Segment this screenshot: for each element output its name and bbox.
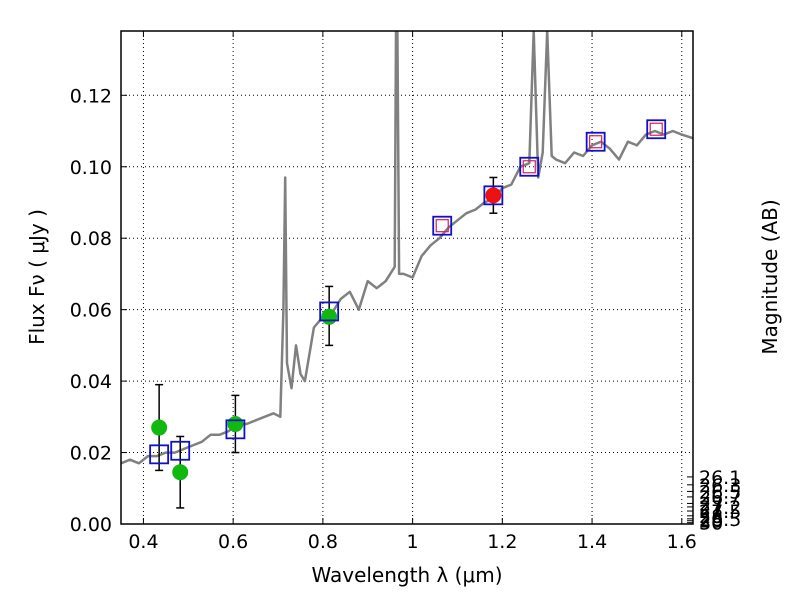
model-point <box>519 156 540 177</box>
plot-frame <box>120 30 694 525</box>
x-tick-label: 1 <box>407 531 419 553</box>
x-tick-label: 0.4 <box>128 531 158 553</box>
grid-lines <box>121 31 693 525</box>
x-axis-ticks: 0.4 0.6 0.8 1 1.2 1.4 1.6 <box>128 31 697 553</box>
y-tick-label: 0.06 <box>70 300 112 322</box>
observed-point <box>172 464 189 481</box>
observed-points <box>151 187 502 481</box>
model-point <box>432 215 453 236</box>
magnitude-tick-label: 29 <box>699 511 723 533</box>
y-tick-label: 0.12 <box>70 85 112 107</box>
model-point <box>319 301 340 322</box>
y-tick-label: 0.10 <box>70 157 112 179</box>
magnitude-tick-label: 27 <box>699 493 723 515</box>
y-axis-label: Flux Fν ( μJy ) <box>25 209 49 345</box>
observed-point <box>485 187 502 204</box>
x-tick-label: 1.2 <box>487 531 517 553</box>
magnitude-tick-label: 26.1 <box>699 467 741 489</box>
x-axis-label: Wavelength λ (μm) <box>311 563 502 587</box>
magnitude-tick-label: 28 <box>699 506 723 528</box>
model-point <box>483 185 504 206</box>
y-tick-label: 0.02 <box>70 443 112 465</box>
observed-point <box>321 308 338 325</box>
x-tick-label: 0.6 <box>218 531 248 553</box>
magnitude-tick-label: 27.5 <box>699 501 741 523</box>
model-point <box>585 131 606 152</box>
model-point <box>646 119 667 140</box>
model-point <box>149 444 170 465</box>
model-spectrum-line <box>121 31 693 465</box>
model-point-inner <box>649 122 663 136</box>
model-point-inner <box>589 135 603 149</box>
y-tick-label: 0.00 <box>70 514 112 536</box>
error-bars <box>155 176 498 509</box>
magnitude-tick-label: 30 <box>699 513 723 535</box>
y-axis-ticks: 0.00 0.02 0.04 0.06 0.08 0.10 0.12 <box>70 85 127 536</box>
x-tick-label: 0.8 <box>308 531 338 553</box>
model-point <box>170 440 191 461</box>
magnitude-tick-label: 26.5 <box>699 481 741 503</box>
x-tick-label: 1.4 <box>577 531 607 553</box>
y-tick-label: 0.08 <box>70 228 112 250</box>
magnitude-tick-label: 26.3 <box>699 475 741 497</box>
magnitude-axis-label: Magnitude (AB) <box>758 199 782 354</box>
y-tick-label: 0.04 <box>70 371 112 393</box>
model-point-inner <box>435 219 449 233</box>
model-point-inner <box>522 160 536 174</box>
model-points <box>149 119 667 465</box>
observed-point <box>227 415 244 432</box>
x-tick-label: 1.6 <box>667 531 697 553</box>
magnitude-tick-label: 28.5 <box>699 509 741 531</box>
observed-point <box>151 419 168 436</box>
model-point <box>225 419 246 440</box>
magnitude-tick-label: 27.2 <box>699 497 741 519</box>
magnitude-tick-label: 26.7 <box>699 487 741 509</box>
